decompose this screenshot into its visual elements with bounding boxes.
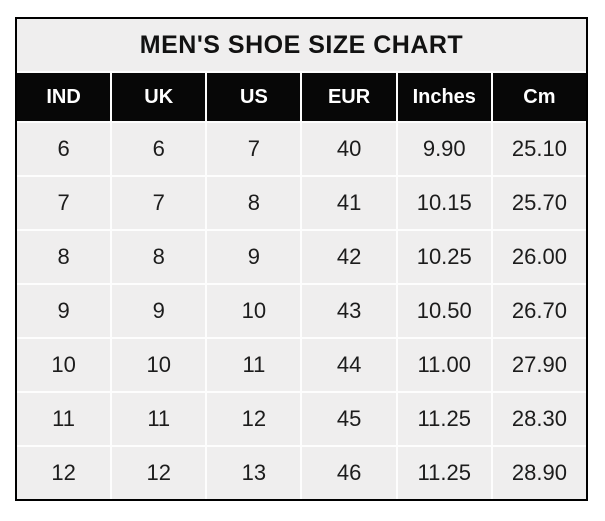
table-cell: 9 [207,231,301,283]
column-header-us: US [207,73,301,121]
table-cell: 8 [207,177,301,229]
table-cell: 42 [302,231,396,283]
table-cell: 6 [112,123,206,175]
table-cell: 11.25 [397,393,491,445]
table-cell: 7 [112,177,206,229]
table-cell: 44 [302,339,396,391]
table-cell: 7 [17,177,111,229]
shoe-size-chart: MEN'S SHOE SIZE CHART IND UK US EUR Inches Cm… [15,17,588,501]
table-cell: 41 [302,177,396,229]
table-cell: 26.70 [492,285,586,337]
chart-title: MEN'S SHOE SIZE CHART [17,19,586,71]
table-cell: 9 [112,285,206,337]
table-cell: 10.15 [397,177,491,229]
table-cell: 10.25 [397,231,491,283]
table-cell: 28.30 [492,393,586,445]
column-header-inches: Inches [397,73,491,121]
table-cell: 10.50 [397,285,491,337]
table-cell: 11.25 [397,447,491,499]
table-cell: 11.00 [397,339,491,391]
table-cell: 28.90 [492,447,586,499]
table-cell: 12 [207,393,301,445]
table-cell: 46 [302,447,396,499]
table-cell: 7 [207,123,301,175]
size-table: IND UK US EUR Inches Cm 6 6 7 40 9.90 25.10 7 7 8 41 10.… [17,73,586,499]
table-cell: 45 [302,393,396,445]
table-cell: 11 [112,393,206,445]
table-cell: 27.90 [492,339,586,391]
column-header-cm: Cm [492,73,586,121]
column-header-eur: EUR [302,73,396,121]
table-cell: 43 [302,285,396,337]
table-cell: 25.70 [492,177,586,229]
table-cell: 26.00 [492,231,586,283]
table-cell: 13 [207,447,301,499]
table-cell: 9.90 [397,123,491,175]
table-cell: 12 [17,447,111,499]
table-cell: 11 [207,339,301,391]
table-cell: 40 [302,123,396,175]
table-cell: 25.10 [492,123,586,175]
column-header-ind: IND [17,73,111,121]
table-cell: 12 [112,447,206,499]
column-header-uk: UK [112,73,206,121]
table-cell: 10 [17,339,111,391]
table-cell: 9 [17,285,111,337]
table-cell: 8 [112,231,206,283]
table-cell: 8 [17,231,111,283]
table-cell: 11 [17,393,111,445]
table-cell: 6 [17,123,111,175]
table-cell: 10 [207,285,301,337]
table-cell: 10 [112,339,206,391]
